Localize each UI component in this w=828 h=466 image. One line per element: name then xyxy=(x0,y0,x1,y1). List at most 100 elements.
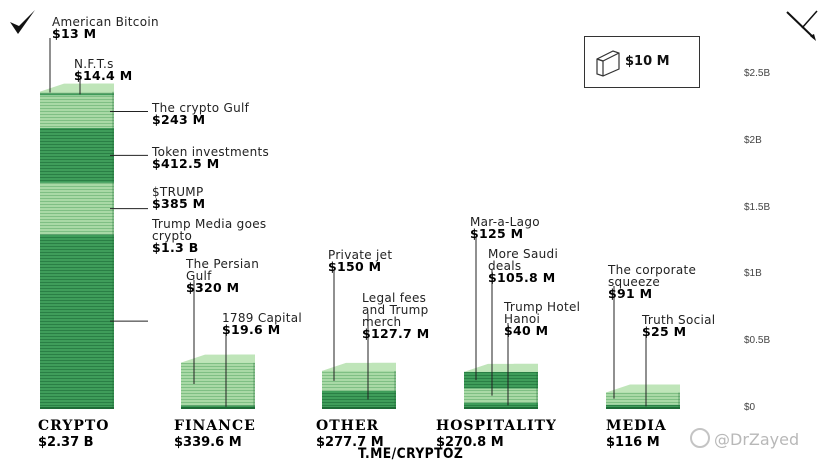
segment-label: Token investments $412.5 M xyxy=(152,146,277,170)
watermark-text: @DrZayed xyxy=(714,430,800,449)
bar-segment-shade xyxy=(394,390,396,408)
segment-label: The crypto Gulf $243 M xyxy=(152,102,277,126)
segment-value: $105.8 M xyxy=(488,270,556,285)
segment-value: $13 M xyxy=(52,26,97,41)
legend-box: $10 M xyxy=(584,36,700,88)
segment-name: The crypto Gulf xyxy=(152,101,250,115)
bar-segment-shade xyxy=(536,402,538,408)
segment-name: Truth Social xyxy=(642,313,716,327)
bar-top-cap xyxy=(606,384,680,393)
bar-segment-shade xyxy=(678,392,680,405)
segment-label: More Saudi deals $105.8 M xyxy=(488,248,578,284)
watermark-icon xyxy=(690,428,710,448)
y-tick-label: $1.5B xyxy=(744,201,771,213)
bar-segment-shade xyxy=(536,371,538,389)
bar-segment xyxy=(181,405,255,408)
category-label: CRYPTO $2.37 B xyxy=(38,418,109,450)
segment-name: $TRUMP xyxy=(152,185,204,199)
bar-segment xyxy=(464,402,538,408)
segment-name: Legal fees and Trump merch xyxy=(362,291,429,329)
bar-segment-shade xyxy=(536,388,538,403)
bar-segment xyxy=(322,390,396,408)
bar-segment xyxy=(40,234,114,408)
segment-value: $412.5 M xyxy=(152,156,220,171)
bar-top-cap xyxy=(181,354,255,363)
category-label: FINANCE $339.6 M xyxy=(174,418,256,450)
segment-value: $1.3 B xyxy=(152,240,199,255)
segment-label: Private jet $150 M xyxy=(328,249,418,273)
segment-value: $19.6 M xyxy=(222,322,281,337)
leader-lines xyxy=(49,38,647,407)
bar-top-cap xyxy=(40,83,114,92)
segment-name: Private jet xyxy=(328,248,393,262)
segment-name: 1789 Capital xyxy=(222,311,303,325)
corner-check-icon xyxy=(10,10,35,34)
segment-label: The corporate squeeze $91 M xyxy=(608,264,698,300)
segment-label: The Persian Gulf $320 M xyxy=(186,258,276,294)
segment-label: N.F.T.s $14.4 M xyxy=(74,58,199,82)
segment-name: More Saudi deals xyxy=(488,247,559,273)
bar-segment xyxy=(40,127,114,183)
watermark: @DrZayed xyxy=(690,428,799,449)
category-name: OTHER xyxy=(316,418,380,434)
segment-label: $TRUMP $385 M xyxy=(152,186,277,210)
category-total: $339.6 M xyxy=(174,435,242,450)
bar-segment-shade xyxy=(253,362,255,406)
category-name: MEDIA xyxy=(606,418,667,434)
segment-value: $40 M xyxy=(504,323,549,338)
category-total: $2.37 B xyxy=(38,435,94,450)
category-name: FINANCE xyxy=(174,418,256,434)
category-name: HOSPITALITY xyxy=(436,418,557,434)
legend-label: $10 M xyxy=(625,54,670,69)
legend-slab-icon xyxy=(596,50,620,77)
bar-segment xyxy=(464,388,538,403)
category-total: $277.7 M xyxy=(316,435,384,450)
segment-label: American Bitcoin $13 M xyxy=(52,16,177,40)
segment-value: $150 M xyxy=(328,259,382,274)
segment-value: $25 M xyxy=(642,324,687,339)
segment-value: $385 M xyxy=(152,196,206,211)
y-tick-label: $1B xyxy=(744,268,762,280)
bar-segment-shade xyxy=(112,91,114,94)
segment-label: Trump Media goes crypto $1.3 B xyxy=(152,218,277,254)
category-label: OTHER $277.7 M xyxy=(316,418,384,450)
bar-segment xyxy=(40,182,114,235)
segment-value: $320 M xyxy=(186,280,240,295)
segment-value: $14.4 M xyxy=(74,68,133,83)
segment-label: Truth Social $25 M xyxy=(642,314,732,338)
segment-name: Trump Media goes crypto xyxy=(152,217,267,243)
segment-name: The corporate squeeze xyxy=(608,263,697,289)
category-total: $116 M xyxy=(606,435,660,450)
category-name: CRYPTO xyxy=(38,418,110,434)
segment-value: $125 M xyxy=(470,226,524,241)
segment-name: Trump Hotel Hanoi xyxy=(504,300,581,326)
bar-segment xyxy=(606,392,680,405)
footer-handle: T.ME/CRYPTOZ xyxy=(358,446,464,462)
bar-segment xyxy=(181,362,255,406)
y-tick-label: $2.5B xyxy=(744,68,771,79)
y-tick-label: $0.5B xyxy=(744,335,771,347)
bar-segment-shade xyxy=(394,370,396,391)
y-tick-label: $0 xyxy=(744,402,756,413)
segment-value: $91 M xyxy=(608,286,653,301)
category-label: HOSPITALITY $270.8 M xyxy=(436,418,557,450)
category-total: $270.8 M xyxy=(436,435,504,450)
segment-value: $243 M xyxy=(152,112,206,127)
y-tick-label: $2B xyxy=(744,134,762,146)
segment-label: Trump Hotel Hanoi $40 M xyxy=(504,301,594,337)
bar-segment-shade xyxy=(112,93,114,96)
segment-label: Mar-a-Lago $125 M xyxy=(470,216,560,240)
segment-name: Mar-a-Lago xyxy=(470,215,540,229)
bar-segment xyxy=(464,371,538,389)
category-label: MEDIA $116 M xyxy=(606,418,667,450)
segment-name: N.F.T.s xyxy=(74,57,114,71)
segment-label: Legal fees and Trump merch $127.7 M xyxy=(362,292,452,340)
bar-top-cap xyxy=(464,363,538,372)
corner-pen-icon xyxy=(786,10,818,41)
segment-name: Token investments xyxy=(152,145,270,159)
bar-segment xyxy=(606,404,680,408)
bar-segment xyxy=(40,95,114,128)
bars-group xyxy=(40,83,680,409)
segment-value: $127.7 M xyxy=(362,326,430,341)
